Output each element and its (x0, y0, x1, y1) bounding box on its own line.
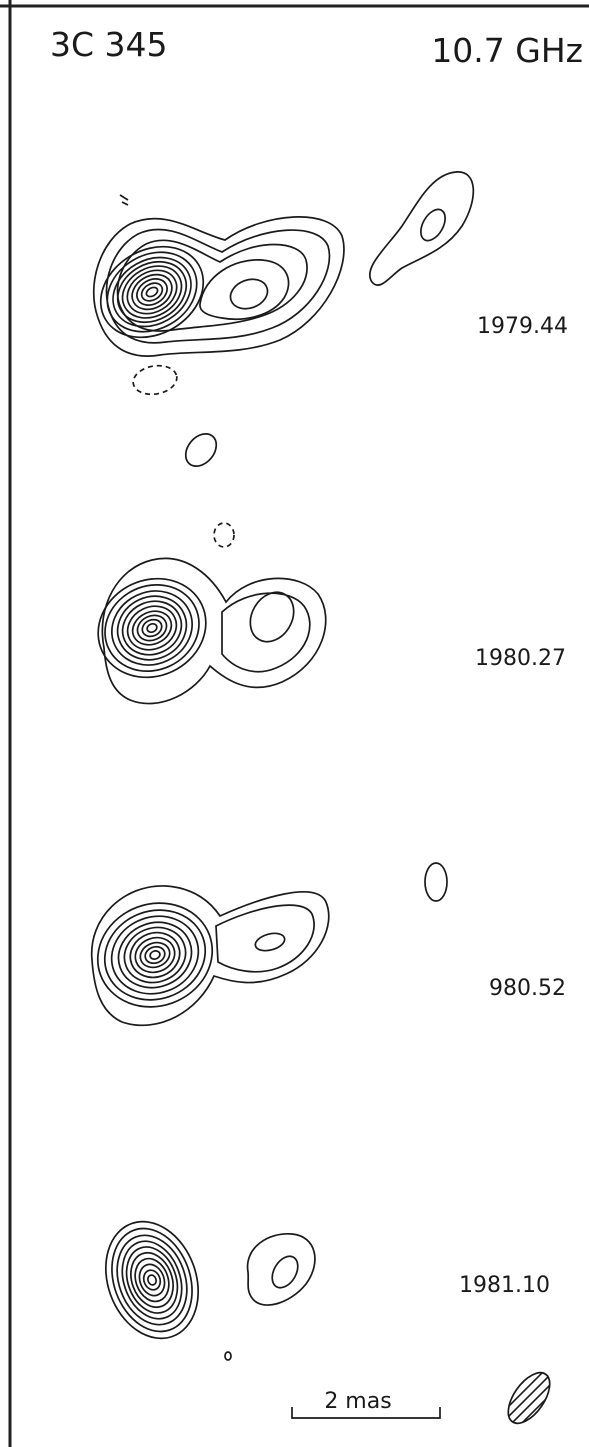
scale-bar-label: 2 mas (324, 1389, 391, 1414)
epoch-label: 980.52 (489, 976, 566, 1001)
jet-contours (224, 1233, 316, 1361)
epoch-label: 1979.44 (477, 314, 568, 339)
core-contours (96, 902, 214, 1008)
jet-contours (92, 171, 475, 467)
jet-contours (90, 862, 448, 1027)
core-contours (97, 577, 207, 679)
source-name: 3C 345 (50, 25, 168, 64)
epoch-map-1980-27: 1980.27 (97, 522, 566, 705)
epoch-map-1981-10: 1981.10 (104, 1220, 550, 1361)
frequency-label: 10.7 GHz (431, 31, 583, 70)
epoch-label: 1980.27 (475, 646, 566, 671)
beam-ellipse (500, 1365, 558, 1431)
epoch-map-1979-44: 1979.44 (92, 171, 568, 467)
core-contours (99, 245, 205, 339)
scale-bar: 2 mas (291, 1389, 441, 1419)
jet-contours (101, 522, 327, 705)
epoch-label: 1981.10 (459, 1273, 550, 1298)
core-contours (104, 1220, 200, 1340)
epoch-map-1980-52: 980.52 (90, 862, 566, 1027)
